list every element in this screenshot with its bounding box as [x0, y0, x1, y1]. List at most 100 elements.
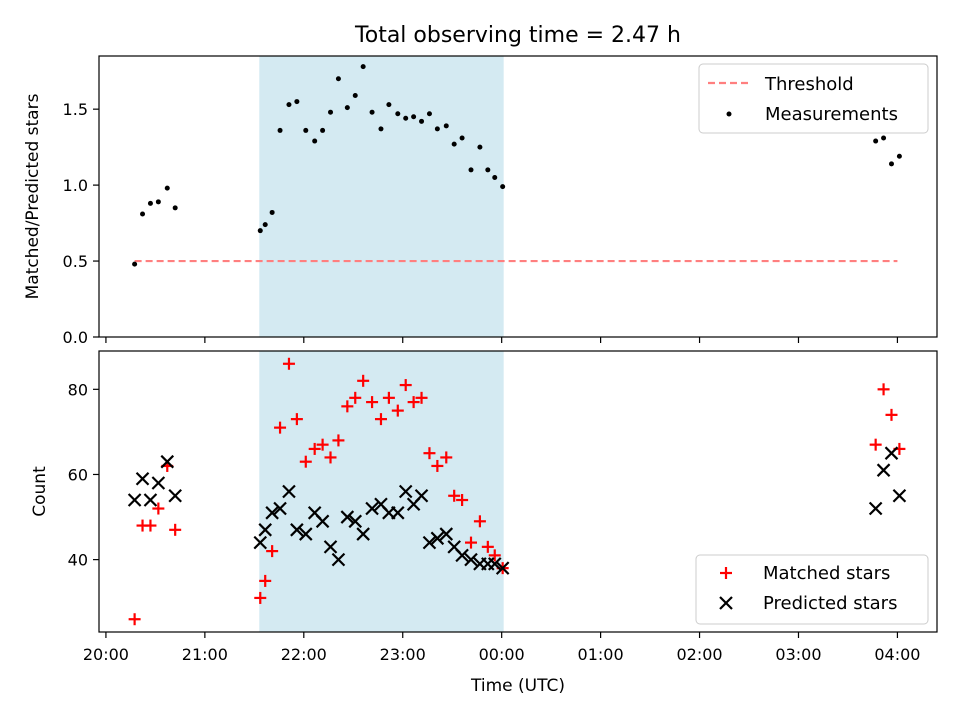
predicted-star-point	[340, 510, 355, 524]
measurement-point	[155, 199, 161, 205]
matched-star-point	[349, 391, 362, 404]
predicted-star-point	[151, 476, 166, 490]
x-stroke-b	[331, 552, 346, 567]
top-y-ticks: 0.0 0.5 1.0 1.5	[63, 100, 99, 347]
measurement-point	[344, 105, 350, 111]
matched-star-point	[877, 383, 890, 396]
x-stroke-b	[323, 540, 338, 554]
x-tick-label: 23:00	[380, 645, 426, 664]
chart-title: Total observing time = 2.47 h	[354, 23, 681, 48]
bottom-y-tick-label: 40	[68, 551, 88, 570]
predicted-star-point	[356, 527, 370, 541]
measurement-point	[896, 153, 902, 159]
measurement-point	[140, 211, 146, 217]
measurement-point	[360, 64, 366, 70]
predicted-star-point	[455, 548, 469, 563]
predicted-star-point	[430, 531, 445, 546]
predicted-star-point	[282, 484, 296, 499]
matched-star-point	[254, 591, 267, 604]
x-stroke-b	[464, 552, 478, 567]
predicted-star-point	[127, 493, 142, 507]
matched-star-point	[448, 489, 461, 502]
measurement-point	[468, 167, 474, 173]
measurement-point	[277, 127, 283, 133]
x-tick-label: 04:00	[874, 645, 920, 664]
x-stroke-b	[439, 527, 454, 541]
x-stroke-b	[374, 497, 388, 512]
x-stroke-b	[348, 514, 363, 529]
x-stroke-b	[365, 501, 379, 516]
x-stroke-b	[414, 488, 429, 503]
matched-star-point	[869, 438, 882, 451]
measurement-point	[411, 114, 417, 120]
predicted-star-point	[290, 523, 304, 537]
bottom-panel: 40 60 80 20:00 21:00 22:00 23:00 00:00 01:00 02:…	[30, 350, 938, 696]
top-y-tick-label: 1.0	[63, 176, 88, 195]
x-axis-label: Time (UTC)	[470, 676, 565, 696]
matched-star-point	[282, 357, 295, 370]
top-y-tick-label: 1.5	[63, 100, 88, 119]
bottom-y-axis-label: Count	[30, 466, 50, 517]
x-stroke-b	[168, 488, 182, 503]
predicted-star-point	[273, 501, 287, 516]
x-stroke-b	[447, 540, 461, 554]
x-stroke-b	[356, 527, 370, 541]
measurement-point	[172, 205, 178, 211]
measurement-point	[459, 135, 465, 141]
predicted-star-point	[439, 527, 454, 541]
x-stroke-b	[143, 493, 158, 507]
bottom-plot-area	[127, 351, 907, 632]
measurement-point	[257, 228, 263, 234]
matched-star-point	[144, 519, 157, 532]
top-x-ticks	[105, 337, 899, 343]
matched-star-point	[488, 549, 501, 562]
x-stroke-b	[273, 501, 287, 516]
matched-star-point	[324, 451, 337, 464]
measurement-point	[262, 222, 268, 228]
measurement-point	[286, 102, 292, 108]
x-stroke-b	[253, 535, 268, 550]
matched-star-point	[316, 438, 329, 451]
x-stroke-b	[868, 501, 883, 516]
measurement-point	[888, 161, 894, 167]
matched-star-point	[290, 413, 303, 426]
matched-star-point	[456, 494, 469, 507]
measurement-point	[303, 127, 309, 133]
matched-star-point	[357, 374, 370, 387]
measurement-point	[419, 118, 425, 124]
predicted-star-point	[160, 454, 175, 469]
top-legend: Threshold Measurements	[698, 63, 929, 134]
bottom-x-ticks: 20:00 21:00 22:00 23:00 00:00 01:00 02:00 03:00…	[83, 632, 920, 664]
predicted-star-point	[168, 488, 182, 503]
predicted-star-point	[253, 535, 268, 550]
measurement-point	[132, 261, 138, 267]
x-stroke-b	[391, 506, 405, 520]
x-stroke-b	[160, 454, 175, 469]
matched-star-point	[169, 523, 182, 536]
measurement-point	[434, 126, 440, 132]
measurement-point	[164, 185, 170, 191]
x-stroke-b	[290, 523, 304, 537]
x-tick-label: 22:00	[281, 645, 327, 664]
predicted-star-point	[348, 514, 363, 529]
measurement-point	[451, 141, 457, 147]
top-axes-frame	[98, 55, 938, 338]
predicted-star-point	[391, 506, 405, 520]
matched-star-point	[332, 434, 345, 447]
x-stroke-b	[398, 484, 413, 499]
matched-star-point	[128, 613, 141, 626]
legend-predicted-swatch	[719, 596, 733, 610]
matched-star-point	[308, 442, 321, 455]
predicted-star-point	[315, 514, 330, 529]
x-tick-label: 01:00	[578, 645, 624, 664]
predicted-star-point	[884, 446, 899, 460]
measurement-point	[147, 200, 153, 206]
legend-matched-label: Matched stars	[763, 563, 890, 584]
x-stroke-b	[487, 557, 502, 571]
top-plot-area	[132, 56, 902, 337]
matched-star-point	[366, 396, 379, 409]
measurement-point	[403, 115, 409, 121]
x-stroke-b	[265, 506, 279, 520]
predicted-star-point	[143, 493, 158, 507]
predicted-star-point	[258, 523, 272, 537]
